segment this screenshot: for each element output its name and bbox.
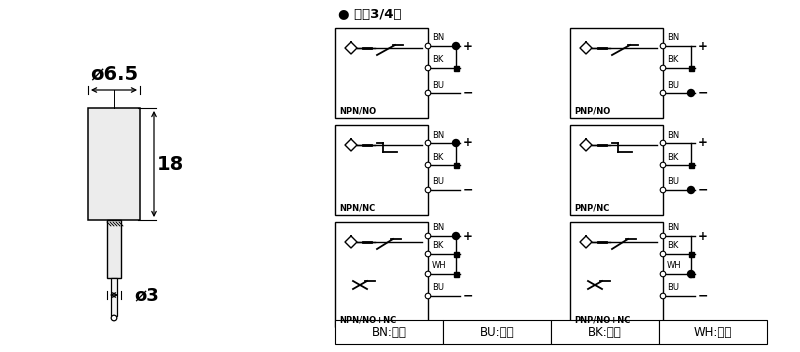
Text: +: + (698, 230, 708, 243)
Text: +: + (463, 230, 473, 243)
Bar (689, 251, 694, 257)
Bar (111, 278, 117, 316)
Circle shape (687, 187, 694, 194)
Text: NPN/NC: NPN/NC (339, 203, 375, 213)
Circle shape (660, 90, 666, 96)
Circle shape (687, 270, 694, 277)
Circle shape (426, 233, 430, 239)
Circle shape (453, 139, 459, 146)
Circle shape (426, 251, 430, 257)
Text: PNP/NC: PNP/NC (574, 203, 610, 213)
Bar (454, 271, 458, 277)
Text: WH: WH (667, 262, 682, 270)
Text: BN: BN (667, 33, 679, 43)
Circle shape (660, 187, 666, 193)
Circle shape (426, 271, 430, 277)
Circle shape (660, 271, 666, 277)
Text: BN: BN (667, 131, 679, 139)
Text: NPN/NO+NC: NPN/NO+NC (339, 315, 396, 325)
Text: ● 直涁3/4线: ● 直涁3/4线 (338, 7, 402, 20)
Text: BK: BK (432, 152, 443, 162)
Circle shape (426, 90, 430, 96)
Text: WH: WH (432, 262, 446, 270)
Bar (335, 125, 428, 215)
Text: +: + (698, 137, 708, 150)
Circle shape (426, 187, 430, 193)
Text: BU: BU (667, 177, 679, 187)
Bar (689, 271, 694, 277)
Text: BU: BU (667, 283, 679, 293)
Bar (689, 65, 694, 70)
Circle shape (426, 140, 430, 146)
Bar (570, 125, 663, 215)
Text: ø6.5: ø6.5 (90, 64, 138, 83)
Text: BK: BK (667, 152, 678, 162)
Text: ø3: ø3 (134, 286, 159, 304)
Bar (107, 220, 121, 278)
Text: BU:兰色: BU:兰色 (480, 326, 514, 339)
Text: BN: BN (432, 131, 444, 139)
Text: BK: BK (432, 241, 443, 251)
Circle shape (426, 293, 430, 299)
Text: BK: BK (667, 56, 678, 64)
Text: −: − (698, 183, 709, 196)
Circle shape (660, 140, 666, 146)
Text: BU: BU (667, 81, 679, 89)
Text: BN: BN (667, 224, 679, 233)
Bar (454, 251, 458, 257)
Bar (551, 320, 659, 344)
Text: BK:黑色: BK:黑色 (588, 326, 622, 339)
Circle shape (687, 89, 694, 96)
Text: BN:棕色: BN:棕色 (371, 326, 406, 339)
Circle shape (660, 162, 666, 168)
Text: −: − (463, 289, 474, 302)
Circle shape (660, 43, 666, 49)
Text: +: + (463, 137, 473, 150)
Text: +: + (463, 39, 473, 52)
Circle shape (660, 293, 666, 299)
Circle shape (453, 43, 459, 50)
Bar (659, 320, 767, 344)
Text: PNP/NO+NC: PNP/NO+NC (574, 315, 630, 325)
Text: −: − (698, 289, 709, 302)
Text: BK: BK (432, 56, 443, 64)
Circle shape (426, 43, 430, 49)
Bar (335, 320, 443, 344)
Bar (335, 222, 428, 327)
Text: BN: BN (432, 224, 444, 233)
Circle shape (453, 233, 459, 239)
Bar (88, 108, 140, 220)
Text: −: − (698, 87, 709, 100)
Text: WH:白色: WH:白色 (694, 326, 732, 339)
Text: −: − (463, 183, 474, 196)
Circle shape (660, 233, 666, 239)
Bar (570, 28, 663, 118)
Circle shape (660, 65, 666, 71)
Bar (689, 163, 694, 168)
Circle shape (660, 251, 666, 257)
Bar (570, 222, 663, 327)
Text: BK: BK (667, 241, 678, 251)
Text: −: − (463, 87, 474, 100)
Text: BU: BU (432, 283, 444, 293)
Text: +: + (698, 39, 708, 52)
Text: NPN/NO: NPN/NO (339, 107, 376, 115)
Text: 18: 18 (156, 155, 184, 174)
Circle shape (426, 162, 430, 168)
Bar (454, 163, 458, 168)
Bar (335, 28, 428, 118)
Text: BN: BN (432, 33, 444, 43)
Bar (443, 320, 551, 344)
Text: BU: BU (432, 177, 444, 187)
Text: PNP/NO: PNP/NO (574, 107, 610, 115)
Circle shape (111, 315, 117, 321)
Circle shape (426, 65, 430, 71)
Text: BU: BU (432, 81, 444, 89)
Bar (454, 65, 458, 70)
